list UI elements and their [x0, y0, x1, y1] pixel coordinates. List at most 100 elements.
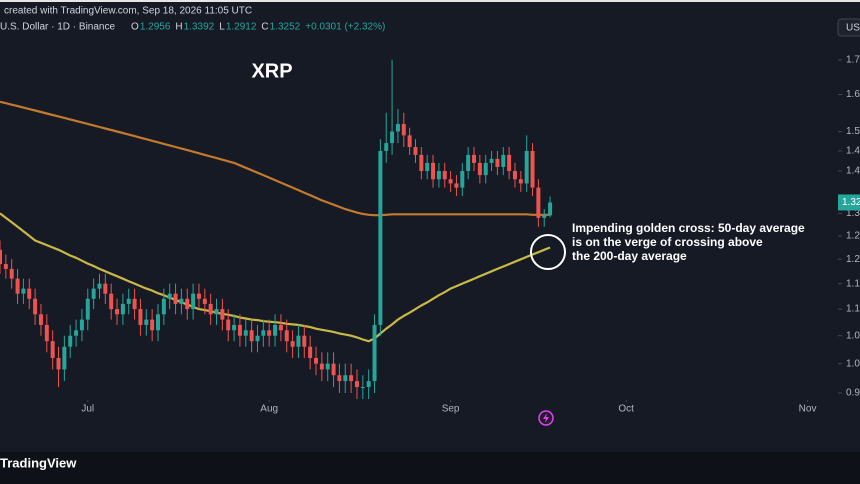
- top-edge: [0, 0, 860, 2]
- candle-body: [44, 324, 49, 342]
- event-icon: [538, 410, 554, 426]
- event-bolt: [543, 413, 549, 423]
- candle-body: [85, 298, 90, 320]
- header-text: created with TradingView.com, Sep 18, 20…: [4, 6, 252, 17]
- candle-body: [395, 123, 400, 132]
- annotation: Impending golden cross: 50-day averageis…: [572, 221, 805, 263]
- x-tick-label: Sep: [442, 404, 460, 415]
- candle-body: [3, 264, 8, 269]
- candle-body: [138, 309, 143, 325]
- legend-key: H: [175, 22, 182, 33]
- candle-body: [33, 298, 38, 315]
- candle-body: [454, 183, 459, 188]
- candle-body: [472, 154, 477, 163]
- y-tick-label: 1.30: [846, 208, 860, 219]
- candle-body: [27, 288, 32, 299]
- candle-body: [296, 335, 301, 347]
- candle-body: [407, 135, 412, 147]
- candle-body: [319, 363, 324, 370]
- legend-value: 1.3252: [270, 22, 301, 33]
- candle-body: [401, 123, 406, 136]
- candle-body: [156, 314, 161, 331]
- x-tick-label: Aug: [260, 404, 278, 415]
- candle-body: [273, 324, 278, 336]
- candle-body: [179, 298, 184, 304]
- y-tick-label: 1.45: [846, 146, 860, 157]
- brand: TradingView: [0, 455, 77, 470]
- y-tick-label: 1.05: [846, 330, 860, 341]
- y-tick-label: 1.50: [846, 126, 860, 137]
- candle-body: [524, 150, 529, 184]
- candle-body: [390, 131, 395, 144]
- annotation-circle: [530, 234, 566, 270]
- candle-body: [150, 319, 155, 331]
- plot-area: [0, 59, 553, 400]
- candle-body: [103, 283, 108, 294]
- legend-symbol: U.S. Dollar · 1D · Binance: [0, 22, 115, 33]
- annotation-line: is on the verge of crossing above: [572, 235, 763, 249]
- currency-box: [837, 18, 860, 37]
- candle-body: [0, 249, 2, 265]
- candle-body: [495, 158, 500, 167]
- y-tick-label: 1.20: [846, 254, 860, 265]
- candle-body: [15, 278, 20, 294]
- candle-body: [413, 146, 418, 155]
- candle-body: [431, 162, 436, 180]
- candle-body: [530, 150, 535, 188]
- candle-body: [68, 335, 73, 347]
- candle-body: [196, 293, 201, 299]
- moving-average: [0, 100, 551, 217]
- candle-body: [372, 324, 377, 382]
- candle-body: [366, 381, 371, 388]
- candle-body: [419, 154, 424, 172]
- annotation-line: the 200-day average: [572, 249, 687, 263]
- candle-body: [226, 319, 231, 331]
- x-tick-label: Oct: [618, 404, 634, 415]
- x-tick-label: Jul: [81, 404, 94, 415]
- candle-body: [518, 179, 523, 184]
- candle-body: [460, 171, 465, 188]
- candle-body: [378, 150, 383, 325]
- candle-body: [191, 293, 196, 310]
- candle-body: [9, 268, 14, 279]
- candle-body: [132, 298, 137, 310]
- candle-body: [161, 298, 166, 315]
- y-tick-label: 1.25: [846, 231, 860, 242]
- candle-body: [536, 187, 541, 218]
- candle-body: [249, 330, 254, 342]
- candle-body: [74, 330, 79, 336]
- candle-body: [483, 162, 488, 176]
- candle-body: [167, 293, 172, 299]
- candle-body: [173, 293, 178, 304]
- footer: [0, 452, 860, 484]
- candle-body: [237, 324, 242, 336]
- candle-body: [202, 298, 207, 304]
- candle-body: [21, 288, 26, 294]
- x-tick-label: Nov: [799, 404, 817, 415]
- candle-body: [214, 309, 219, 315]
- legend-key: O: [131, 22, 139, 33]
- y-tick-label: 0.95: [846, 388, 860, 399]
- candle-body: [126, 298, 131, 304]
- candle-body: [120, 303, 125, 315]
- candle-body: [349, 375, 354, 382]
- candle-body: [442, 171, 447, 180]
- legend-key: C: [261, 22, 268, 33]
- y-tick-label: 1.40: [846, 166, 860, 177]
- candle-body: [489, 158, 494, 163]
- candle-body: [343, 375, 348, 382]
- candle-body: [542, 215, 547, 218]
- candle-body: [325, 363, 330, 370]
- candle-body: [50, 341, 55, 358]
- candle-body: [267, 330, 272, 336]
- legend-value: 1.2956: [140, 22, 171, 33]
- candle-body: [255, 335, 260, 342]
- candle-body: [38, 314, 43, 325]
- candle-body: [97, 283, 102, 289]
- candle-body: [466, 154, 471, 172]
- currency: USD: [846, 23, 860, 34]
- candle-body: [261, 330, 266, 336]
- candle-body: [232, 324, 237, 331]
